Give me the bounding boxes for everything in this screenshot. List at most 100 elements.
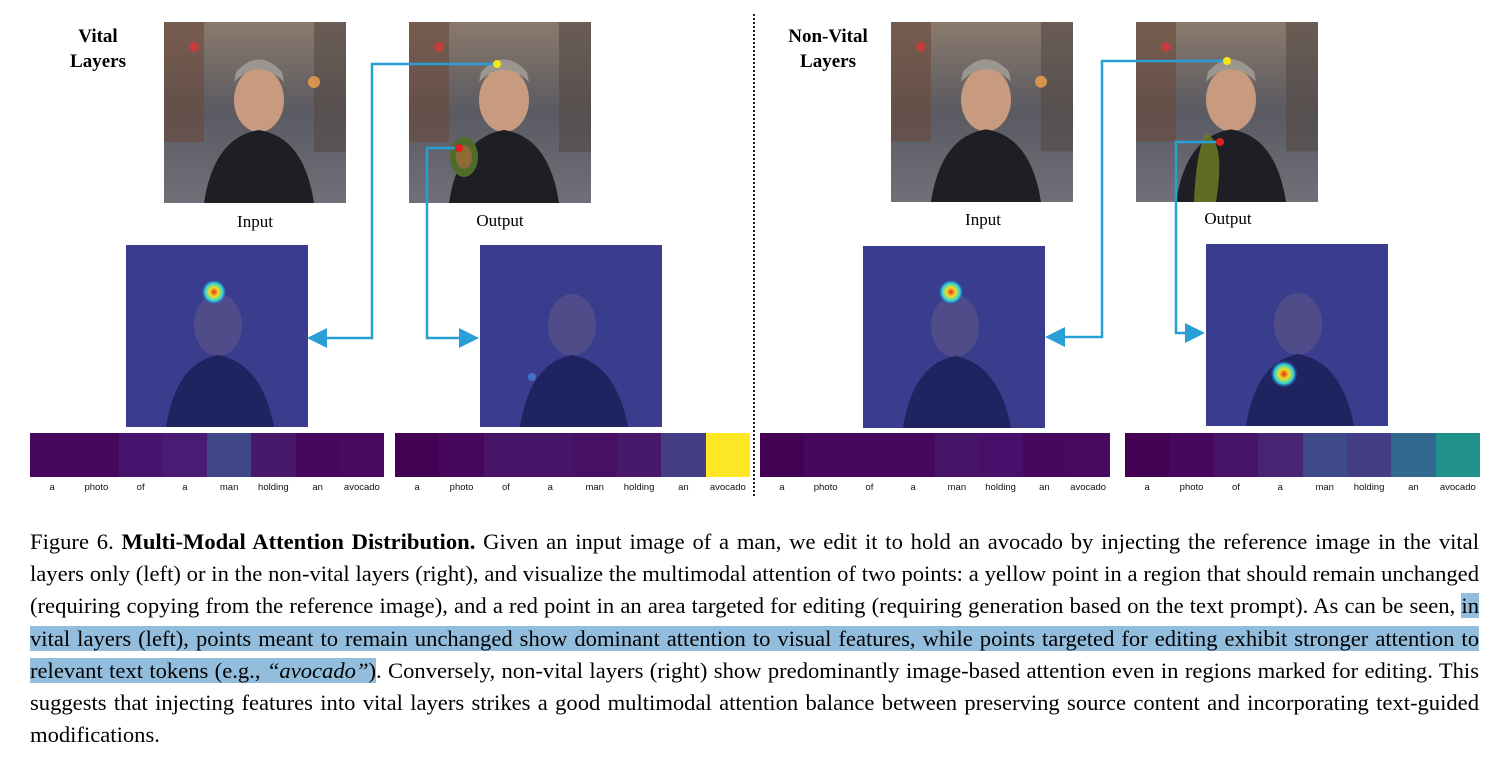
token-label: photo bbox=[84, 482, 109, 493]
token-cell-a bbox=[1258, 433, 1303, 477]
non-vital-output-token-bar bbox=[1125, 433, 1480, 477]
non-vital-output-label: Output bbox=[1204, 209, 1252, 228]
token-cell-a bbox=[760, 433, 804, 477]
red-point-arrow bbox=[425, 146, 479, 348]
token-label: a bbox=[910, 482, 916, 493]
token-cell-man bbox=[572, 433, 617, 477]
token-label: avocado bbox=[1070, 482, 1107, 493]
token-label: avocado bbox=[709, 482, 746, 493]
token-cell-avocado bbox=[705, 433, 750, 477]
token-cell-a bbox=[162, 433, 207, 477]
panel-divider bbox=[753, 14, 755, 496]
non-vital-input-token-bar bbox=[760, 433, 1110, 477]
title-line-1: Non-Vital bbox=[788, 26, 868, 47]
token-label: of bbox=[865, 482, 874, 493]
vital-layers-title: Vital Layers bbox=[33, 24, 163, 74]
token-label: photo bbox=[449, 482, 474, 493]
token-label: an bbox=[312, 482, 323, 493]
vital-input-token-bar bbox=[30, 433, 384, 477]
token-cell-of bbox=[483, 433, 529, 477]
non-vital-input-label: Input bbox=[965, 210, 1001, 229]
vital-input-token-labels: a photo of a man holding an avocado bbox=[30, 482, 384, 496]
yellow-point bbox=[493, 60, 501, 68]
token-label: avocado bbox=[343, 482, 380, 493]
figure-number: Figure 6. bbox=[30, 529, 114, 554]
yellow-point-arrow bbox=[307, 62, 497, 348]
token-cell-an bbox=[1391, 433, 1436, 477]
red-point-arrow bbox=[1174, 140, 1220, 343]
vital-input-attention-map bbox=[126, 245, 308, 427]
vital-arrows bbox=[307, 60, 501, 348]
token-cell-photo bbox=[1169, 433, 1214, 477]
red-point bbox=[455, 144, 463, 152]
yellow-point-arrow bbox=[1045, 59, 1227, 347]
token-label: photo bbox=[813, 482, 838, 493]
token-cell-man bbox=[935, 433, 979, 477]
highlight-close: ) bbox=[368, 657, 377, 683]
token-label: avocado bbox=[1439, 482, 1476, 493]
token-cell-holding bbox=[616, 433, 662, 477]
title-line-2: Layers bbox=[70, 51, 126, 72]
token-label: a bbox=[1277, 482, 1283, 493]
token-cell-holding bbox=[1346, 433, 1392, 477]
non-vital-input-photo bbox=[891, 22, 1073, 202]
example-token: “avocado” bbox=[266, 657, 369, 683]
token-label: man bbox=[1315, 482, 1334, 493]
token-label: an bbox=[1408, 482, 1419, 493]
vital-output-token-bar bbox=[395, 433, 750, 477]
token-cell-man bbox=[1302, 433, 1347, 477]
token-label: holding bbox=[623, 482, 655, 493]
token-cell-a bbox=[30, 433, 75, 477]
non-vital-input-token-labels: a photo of a man holding an avocado bbox=[760, 482, 1110, 496]
token-cell-a bbox=[395, 433, 440, 477]
token-label: photo bbox=[1179, 482, 1204, 493]
title-line-1: Vital bbox=[78, 26, 118, 47]
vital-output-label: Output bbox=[476, 211, 524, 230]
token-cell-a bbox=[891, 433, 935, 477]
vital-output-attention-map bbox=[480, 245, 662, 427]
non-vital-output-token-labels: a photo of a man holding an avocado bbox=[1125, 482, 1480, 496]
token-label: holding bbox=[258, 482, 289, 493]
token-label: a bbox=[547, 482, 553, 493]
token-cell-avocado bbox=[1435, 433, 1480, 477]
non-vital-arrows bbox=[1045, 57, 1231, 347]
token-cell-an bbox=[661, 433, 706, 477]
token-label: of bbox=[501, 482, 510, 493]
vital-input-label: Input bbox=[237, 212, 273, 231]
yellow-point bbox=[1223, 57, 1231, 65]
token-cell-a bbox=[1125, 433, 1170, 477]
token-cell-of bbox=[847, 433, 892, 477]
token-label: a bbox=[182, 482, 188, 493]
highlight-text: in vital layers (left), points meant to … bbox=[30, 593, 1479, 683]
figure-title: Multi-Modal Attention Distribution. bbox=[121, 529, 476, 554]
red-point bbox=[1216, 138, 1224, 146]
token-cell-photo bbox=[439, 433, 484, 477]
token-cell-of bbox=[118, 433, 163, 477]
caption-text-2: . Conversely, non-vital layers (right) s… bbox=[30, 657, 1479, 748]
token-cell-photo bbox=[803, 433, 848, 477]
non-vital-input-attention-map bbox=[863, 246, 1045, 428]
token-label: man bbox=[947, 482, 967, 493]
non-vital-output-photo bbox=[1136, 22, 1318, 202]
token-label: a bbox=[1144, 482, 1150, 493]
token-label: holding bbox=[985, 482, 1016, 493]
title-line-2: Layers bbox=[800, 51, 856, 72]
caption-text-1: Given an input image of a man, we edit i… bbox=[30, 529, 1479, 619]
token-cell-holding bbox=[978, 433, 1023, 477]
non-vital-layers-title: Non-Vital Layers bbox=[763, 24, 893, 74]
token-cell-avocado bbox=[1066, 433, 1110, 477]
token-label: man bbox=[219, 482, 239, 493]
token-label: of bbox=[136, 482, 145, 493]
token-cell-an bbox=[295, 433, 340, 477]
token-label: a bbox=[49, 482, 55, 493]
token-label: an bbox=[1039, 482, 1050, 493]
vital-output-token-labels: a photo of a man holding an avocado bbox=[395, 482, 750, 496]
token-cell-avocado bbox=[339, 433, 384, 477]
token-cell-man bbox=[207, 433, 252, 477]
vital-input-photo bbox=[164, 22, 346, 203]
non-vital-output-attention-map bbox=[1206, 244, 1388, 426]
token-cell-of bbox=[1213, 433, 1259, 477]
token-cell-a bbox=[528, 433, 573, 477]
token-label: a bbox=[414, 482, 420, 493]
token-cell-an bbox=[1022, 433, 1067, 477]
